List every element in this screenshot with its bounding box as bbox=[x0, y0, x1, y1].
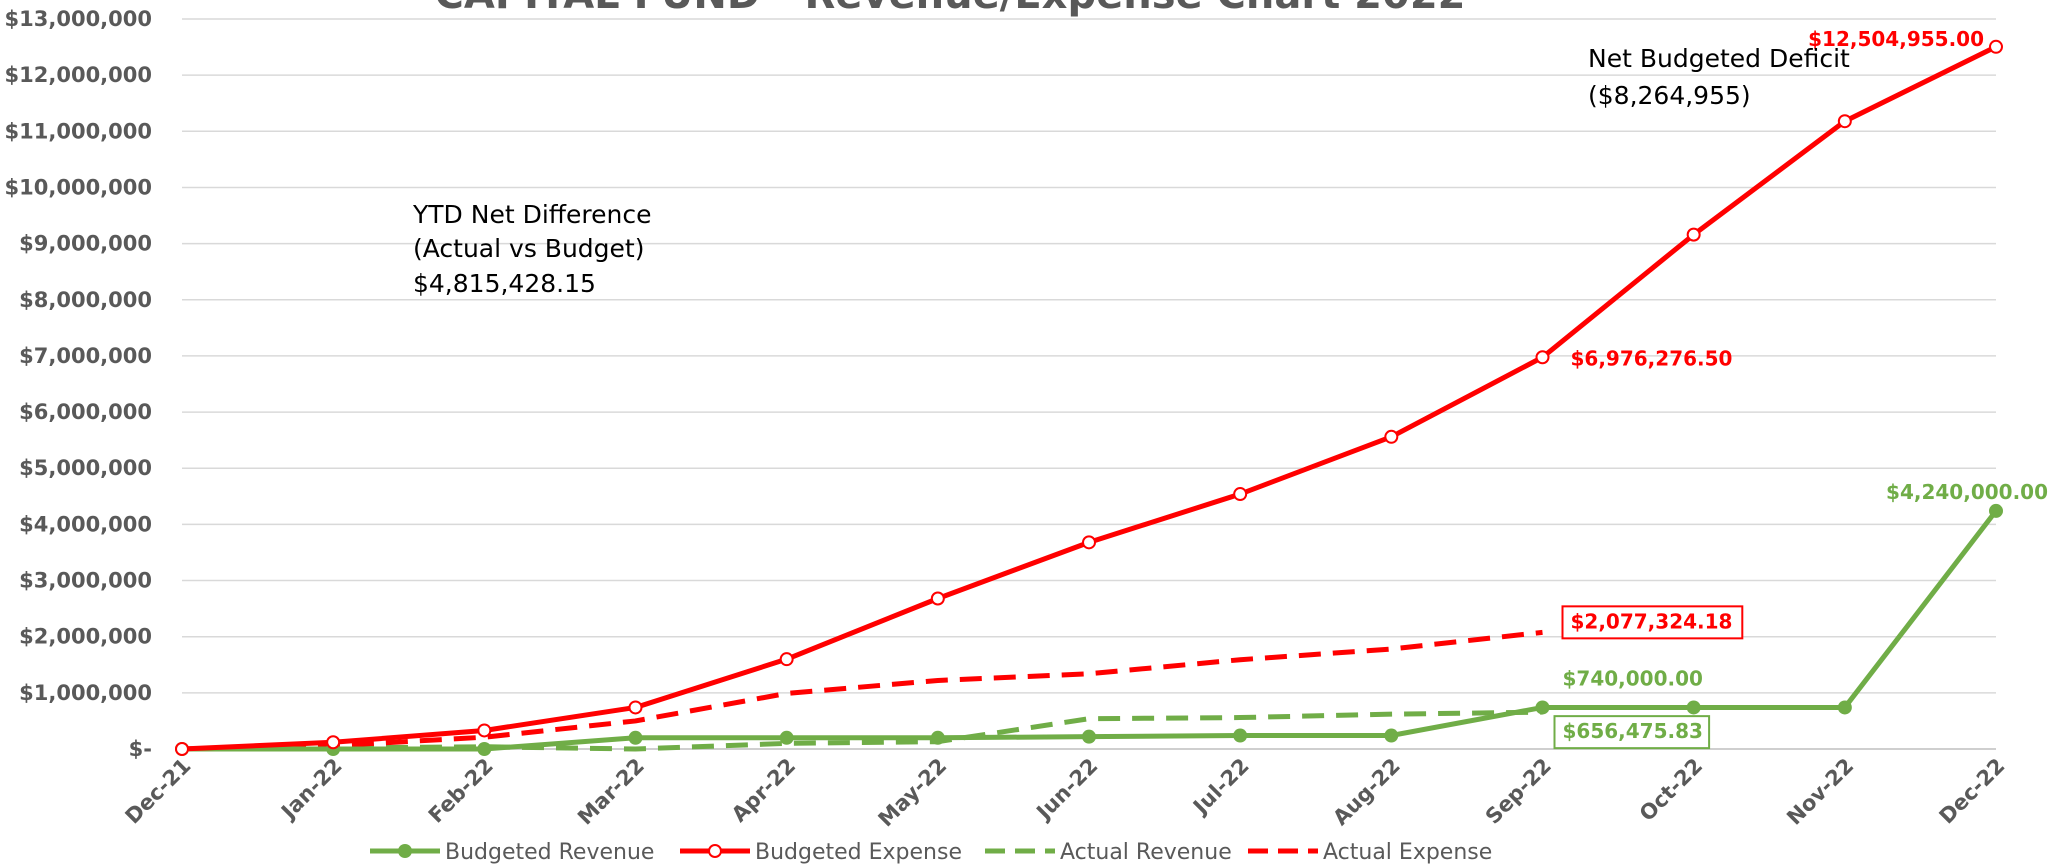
x-tick-label: Oct-22 bbox=[1635, 754, 1707, 826]
x-axis-ticks: Dec-21 Jan-22 Feb-22 Mar-22 Apr-22 May-22 Jun-… bbox=[121, 754, 2010, 832]
x-tick-label: Dec-22 bbox=[1935, 754, 2010, 829]
y-tick-label: $5,000,000 bbox=[19, 456, 152, 480]
data-point bbox=[1837, 700, 1852, 715]
data-point bbox=[1535, 350, 1550, 365]
data-label-box bbox=[1561, 605, 1744, 640]
chart-title: CAPITAL FUND - Revenue/Expense Chart 202… bbox=[435, 0, 1466, 18]
data-point bbox=[477, 723, 492, 738]
data-label-text: $12,504,955.00 bbox=[1808, 27, 1984, 51]
x-tick-label: Apr-22 bbox=[727, 754, 800, 827]
x-tick-label: Jul-22 bbox=[1187, 754, 1253, 820]
data-point bbox=[1686, 700, 1701, 715]
data-point bbox=[628, 730, 643, 745]
data-point bbox=[1686, 227, 1701, 242]
data-point bbox=[1233, 487, 1248, 502]
series-actual-expense bbox=[181, 629, 1543, 752]
x-tick-label: Feb-22 bbox=[424, 754, 498, 828]
data-point bbox=[1082, 729, 1096, 744]
y-tick-label: $11,000,000 bbox=[5, 119, 152, 143]
data-point bbox=[1535, 700, 1550, 715]
annotation-deficit-line-2: ($8,264,955) bbox=[1588, 81, 1751, 110]
data-point bbox=[1837, 114, 1852, 129]
series-line bbox=[181, 44, 1998, 752]
legend: Budgeted Revenue Budgeted Expense Actual R… bbox=[370, 840, 1492, 865]
legend-label: Budgeted Revenue bbox=[445, 840, 654, 865]
legend-item: Actual Expense bbox=[1248, 840, 1492, 865]
y-axis-ticks: $- $1,000,000 $2,000,000 $3,000,000 $4,000,0… bbox=[5, 7, 152, 761]
data-label: $656,475.83 bbox=[1553, 715, 1711, 750]
data-label-box bbox=[1553, 715, 1711, 750]
x-tick-label: Sep-22 bbox=[1481, 754, 1556, 829]
data-point bbox=[1233, 728, 1248, 743]
x-tick-label: May-22 bbox=[874, 754, 952, 832]
y-tick-label: $4,000,000 bbox=[19, 512, 152, 536]
series-lines bbox=[175, 39, 2003, 756]
y-tick-label: $3,000,000 bbox=[19, 569, 152, 593]
data-point bbox=[779, 652, 794, 667]
annotation-deficit-line-1: Net Budgeted Deficit bbox=[1588, 44, 1850, 73]
y-tick-label: $13,000,000 bbox=[5, 7, 152, 31]
data-point bbox=[930, 591, 945, 606]
data-label-text: $656,475.83 bbox=[1563, 719, 1703, 743]
series-budgeted-expense bbox=[175, 39, 2003, 756]
annotation-ytd-line-3: $4,815,428.15 bbox=[413, 269, 596, 298]
annotation-net-budgeted-deficit: Net Budgeted Deficit ($8,264,955) bbox=[1588, 44, 1850, 110]
x-tick-label: Dec-21 bbox=[121, 754, 196, 829]
y-tick-label: $7,000,000 bbox=[19, 344, 152, 368]
data-point bbox=[326, 735, 341, 750]
x-tick-label: Jan-22 bbox=[275, 754, 346, 825]
data-labels: $12,504,955.00 $6,976,276.50 $2,077,324.18… bbox=[1553, 27, 2048, 750]
data-label: $12,504,955.00 bbox=[1808, 27, 1984, 51]
data-label: $4,240,000.00 bbox=[1886, 480, 2048, 504]
legend-item: Budgeted Expense bbox=[680, 840, 962, 865]
data-point bbox=[1082, 535, 1096, 550]
y-tick-label: $10,000,000 bbox=[5, 175, 152, 199]
legend-item: Budgeted Revenue bbox=[370, 840, 654, 865]
data-label: $6,976,276.50 bbox=[1571, 346, 1733, 370]
series-actual-revenue bbox=[181, 709, 1543, 752]
y-tick-label: $9,000,000 bbox=[19, 232, 152, 256]
x-tick-label: Mar-22 bbox=[573, 754, 649, 830]
data-label: $740,000.00 bbox=[1563, 666, 1703, 690]
legend-label: Actual Revenue bbox=[1060, 840, 1232, 865]
annotation-ytd-net-difference: YTD Net Difference (Actual vs Budget) $4… bbox=[412, 200, 651, 298]
series-line bbox=[181, 629, 1543, 752]
y-tick-label: $6,000,000 bbox=[19, 400, 152, 424]
data-point bbox=[1989, 503, 2003, 518]
legend-marker bbox=[708, 844, 722, 858]
data-label: $2,077,324.18 bbox=[1561, 605, 1744, 640]
data-point bbox=[175, 742, 189, 756]
y-tick-label: $8,000,000 bbox=[19, 288, 152, 312]
y-tick-label: $1,000,000 bbox=[19, 681, 152, 705]
x-tick-label: Aug-22 bbox=[1328, 754, 1405, 831]
data-point bbox=[628, 700, 643, 715]
data-point bbox=[477, 742, 492, 756]
data-point bbox=[779, 730, 794, 745]
y-tick-label: $2,000,000 bbox=[19, 625, 152, 649]
data-point bbox=[1384, 429, 1399, 444]
x-tick-label: Jun-22 bbox=[1031, 754, 1103, 826]
legend-label: Budgeted Expense bbox=[755, 840, 962, 865]
annotation-ytd-line-2: (Actual vs Budget) bbox=[413, 234, 644, 263]
x-tick-label: Nov-22 bbox=[1782, 754, 1858, 830]
data-label-text: $2,077,324.18 bbox=[1571, 609, 1733, 633]
legend-label: Actual Expense bbox=[1323, 840, 1492, 865]
data-label-text: $6,976,276.50 bbox=[1571, 346, 1733, 370]
gridlines bbox=[182, 18, 1996, 750]
data-label-text: $4,240,000.00 bbox=[1886, 480, 2048, 504]
data-point bbox=[930, 730, 945, 745]
y-tick-label: $12,000,000 bbox=[5, 63, 152, 87]
data-label-text: $740,000.00 bbox=[1563, 666, 1703, 690]
series-line bbox=[181, 709, 1543, 752]
data-point bbox=[1384, 728, 1399, 743]
data-point bbox=[1989, 39, 2003, 54]
legend-marker bbox=[398, 844, 412, 858]
y-tick-label: $- bbox=[129, 737, 152, 761]
legend-item: Actual Revenue bbox=[985, 840, 1232, 865]
annotation-ytd-line-1: YTD Net Difference bbox=[412, 200, 651, 229]
